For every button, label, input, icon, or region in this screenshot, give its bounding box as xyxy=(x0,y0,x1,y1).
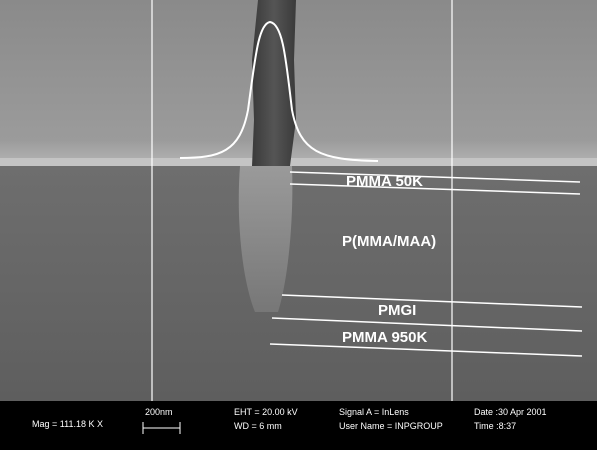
resist-top xyxy=(0,0,597,165)
sem-image: PMMA 50K P(MMA/MAA) PMGI PMMA 950K Mag =… xyxy=(0,0,597,450)
resist-stack xyxy=(0,166,597,401)
working-distance: WD = 6 mm xyxy=(234,421,282,431)
eht: EHT = 20.00 kV xyxy=(234,407,298,417)
layer-label: PMGI xyxy=(378,302,416,319)
surface-edge xyxy=(0,158,597,166)
time: Time :8:37 xyxy=(474,421,516,431)
user-name: User Name = INPGROUP xyxy=(339,421,443,431)
layer-label: P(MMA/MAA) xyxy=(342,233,436,250)
layer-label: PMMA 950K xyxy=(342,329,427,346)
layer-label: PMMA 50K xyxy=(346,173,423,190)
date: Date :30 Apr 2001 xyxy=(474,407,547,417)
signal: Signal A = InLens xyxy=(339,407,409,417)
magnification: Mag = 111.18 K X xyxy=(32,419,103,429)
page: PMMA 50K P(MMA/MAA) PMGI PMMA 950K Mag =… xyxy=(0,0,597,450)
scale-label: 200nm xyxy=(145,407,173,417)
